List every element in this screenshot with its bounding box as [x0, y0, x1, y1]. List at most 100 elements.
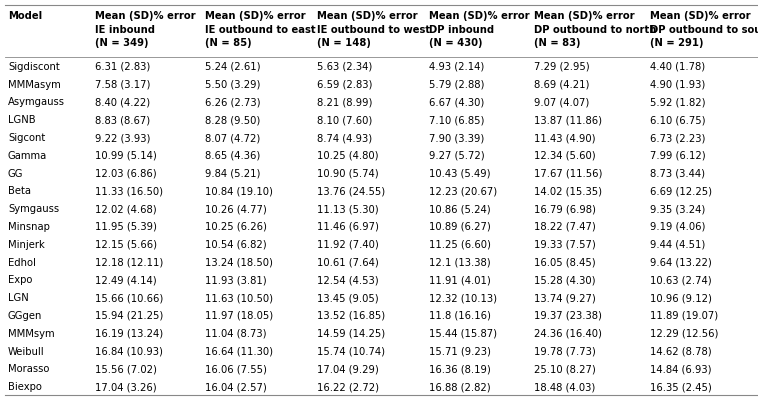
Text: Minsnap: Minsnap [8, 222, 50, 231]
Text: 11.46 (6.97): 11.46 (6.97) [318, 222, 379, 231]
Text: 16.84 (10.93): 16.84 (10.93) [96, 346, 163, 356]
Text: 19.37 (23.38): 19.37 (23.38) [534, 310, 602, 320]
Text: 9.27 (5.72): 9.27 (5.72) [430, 151, 485, 160]
Text: DP inbound: DP inbound [430, 25, 494, 34]
Text: 15.44 (15.87): 15.44 (15.87) [430, 328, 497, 338]
Text: DP outbound to north: DP outbound to north [534, 25, 656, 34]
Text: 7.90 (3.39): 7.90 (3.39) [430, 133, 484, 143]
Text: Edhol: Edhol [8, 257, 36, 267]
Text: 4.40 (1.78): 4.40 (1.78) [650, 62, 705, 72]
Text: 5.24 (2.61): 5.24 (2.61) [205, 62, 261, 72]
Text: 8.07 (4.72): 8.07 (4.72) [205, 133, 260, 143]
Text: 6.10 (6.75): 6.10 (6.75) [650, 115, 706, 125]
Text: (N = 85): (N = 85) [205, 38, 252, 48]
Text: 11.97 (18.05): 11.97 (18.05) [205, 310, 273, 320]
Text: Symgauss: Symgauss [8, 204, 59, 214]
Text: 12.1 (13.38): 12.1 (13.38) [430, 257, 491, 267]
Text: 11.33 (16.50): 11.33 (16.50) [96, 186, 163, 196]
Text: 16.35 (2.45): 16.35 (2.45) [650, 381, 712, 391]
Text: 11.04 (8.73): 11.04 (8.73) [205, 328, 267, 338]
Text: 11.63 (10.50): 11.63 (10.50) [205, 292, 273, 303]
Text: 11.93 (3.81): 11.93 (3.81) [205, 275, 267, 285]
Text: 16.05 (8.45): 16.05 (8.45) [534, 257, 596, 267]
Text: 10.99 (5.14): 10.99 (5.14) [96, 151, 157, 160]
Text: 5.63 (2.34): 5.63 (2.34) [318, 62, 372, 72]
Text: (N = 349): (N = 349) [96, 38, 149, 48]
Text: Asymgauss: Asymgauss [8, 97, 65, 107]
Text: Biexpo: Biexpo [8, 381, 42, 391]
Text: GGgen: GGgen [8, 310, 42, 320]
Text: 19.78 (7.73): 19.78 (7.73) [534, 346, 596, 356]
Text: 9.35 (3.24): 9.35 (3.24) [650, 204, 705, 214]
Text: 24.36 (16.40): 24.36 (16.40) [534, 328, 602, 338]
Text: 10.26 (4.77): 10.26 (4.77) [205, 204, 267, 214]
Text: Expo: Expo [8, 275, 33, 285]
Text: Mean (SD)% error: Mean (SD)% error [318, 11, 418, 21]
Text: Morasso: Morasso [8, 363, 49, 373]
Text: 9.84 (5.21): 9.84 (5.21) [205, 168, 261, 178]
Text: (N = 430): (N = 430) [430, 38, 483, 48]
Text: 7.58 (3.17): 7.58 (3.17) [96, 79, 151, 90]
Text: 6.69 (12.25): 6.69 (12.25) [650, 186, 712, 196]
Text: 13.74 (9.27): 13.74 (9.27) [534, 292, 596, 303]
Text: 11.92 (7.40): 11.92 (7.40) [318, 239, 379, 249]
Text: 4.93 (2.14): 4.93 (2.14) [430, 62, 484, 72]
Text: 10.84 (19.10): 10.84 (19.10) [205, 186, 273, 196]
Text: Minjerk: Minjerk [8, 239, 45, 249]
Text: IE outbound to west: IE outbound to west [318, 25, 431, 34]
Text: 10.25 (6.26): 10.25 (6.26) [205, 222, 267, 231]
Text: 12.32 (10.13): 12.32 (10.13) [430, 292, 497, 303]
Text: 14.84 (6.93): 14.84 (6.93) [650, 363, 712, 373]
Text: 13.52 (16.85): 13.52 (16.85) [318, 310, 385, 320]
Text: 15.71 (9.23): 15.71 (9.23) [430, 346, 491, 356]
Text: 13.24 (18.50): 13.24 (18.50) [205, 257, 273, 267]
Text: 13.76 (24.55): 13.76 (24.55) [318, 186, 385, 196]
Text: 6.67 (4.30): 6.67 (4.30) [430, 97, 484, 107]
Text: 14.62 (8.78): 14.62 (8.78) [650, 346, 712, 356]
Text: 12.23 (20.67): 12.23 (20.67) [430, 186, 497, 196]
Text: Sigcont: Sigcont [8, 133, 45, 143]
Text: 8.21 (8.99): 8.21 (8.99) [318, 97, 373, 107]
Text: 9.19 (4.06): 9.19 (4.06) [650, 222, 706, 231]
Text: 9.44 (4.51): 9.44 (4.51) [650, 239, 705, 249]
Text: 8.83 (8.67): 8.83 (8.67) [96, 115, 150, 125]
Text: 10.86 (5.24): 10.86 (5.24) [430, 204, 491, 214]
Text: 17.67 (11.56): 17.67 (11.56) [534, 168, 603, 178]
Text: 12.49 (4.14): 12.49 (4.14) [96, 275, 157, 285]
Text: 11.95 (5.39): 11.95 (5.39) [96, 222, 157, 231]
Text: 14.59 (14.25): 14.59 (14.25) [318, 328, 385, 338]
Text: 11.91 (4.01): 11.91 (4.01) [430, 275, 491, 285]
Text: 11.25 (6.60): 11.25 (6.60) [430, 239, 491, 249]
Text: LGN: LGN [8, 292, 29, 303]
Text: 12.03 (6.86): 12.03 (6.86) [96, 168, 157, 178]
Text: 12.02 (4.68): 12.02 (4.68) [96, 204, 157, 214]
Text: Sigdiscont: Sigdiscont [8, 62, 60, 72]
Text: 6.26 (2.73): 6.26 (2.73) [205, 97, 261, 107]
Text: 16.22 (2.72): 16.22 (2.72) [318, 381, 379, 391]
Text: Mean (SD)% error: Mean (SD)% error [650, 11, 750, 21]
Text: Mean (SD)% error: Mean (SD)% error [205, 11, 305, 21]
Text: 11.13 (5.30): 11.13 (5.30) [318, 204, 379, 214]
Text: 17.04 (9.29): 17.04 (9.29) [318, 363, 379, 373]
Text: 12.34 (5.60): 12.34 (5.60) [534, 151, 596, 160]
Text: 14.02 (15.35): 14.02 (15.35) [534, 186, 602, 196]
Text: 7.99 (6.12): 7.99 (6.12) [650, 151, 706, 160]
Text: 13.45 (9.05): 13.45 (9.05) [318, 292, 379, 303]
Text: 17.04 (3.26): 17.04 (3.26) [96, 381, 157, 391]
Text: 9.64 (13.22): 9.64 (13.22) [650, 257, 712, 267]
Text: 11.89 (19.07): 11.89 (19.07) [650, 310, 718, 320]
Text: 12.15 (5.66): 12.15 (5.66) [96, 239, 157, 249]
Text: DP outbound to south: DP outbound to south [650, 25, 758, 34]
Text: IE outbound to east: IE outbound to east [205, 25, 315, 34]
Text: 12.54 (4.53): 12.54 (4.53) [318, 275, 379, 285]
Text: 12.18 (12.11): 12.18 (12.11) [96, 257, 164, 267]
Text: 16.06 (7.55): 16.06 (7.55) [205, 363, 267, 373]
Text: 16.64 (11.30): 16.64 (11.30) [205, 346, 273, 356]
Text: 16.36 (8.19): 16.36 (8.19) [430, 363, 491, 373]
Text: 7.10 (6.85): 7.10 (6.85) [430, 115, 485, 125]
Text: 8.74 (4.93): 8.74 (4.93) [318, 133, 372, 143]
Text: 6.59 (2.83): 6.59 (2.83) [318, 79, 373, 90]
Text: 16.04 (2.57): 16.04 (2.57) [205, 381, 267, 391]
Text: MMMsym: MMMsym [8, 328, 55, 338]
Text: 10.96 (9.12): 10.96 (9.12) [650, 292, 712, 303]
